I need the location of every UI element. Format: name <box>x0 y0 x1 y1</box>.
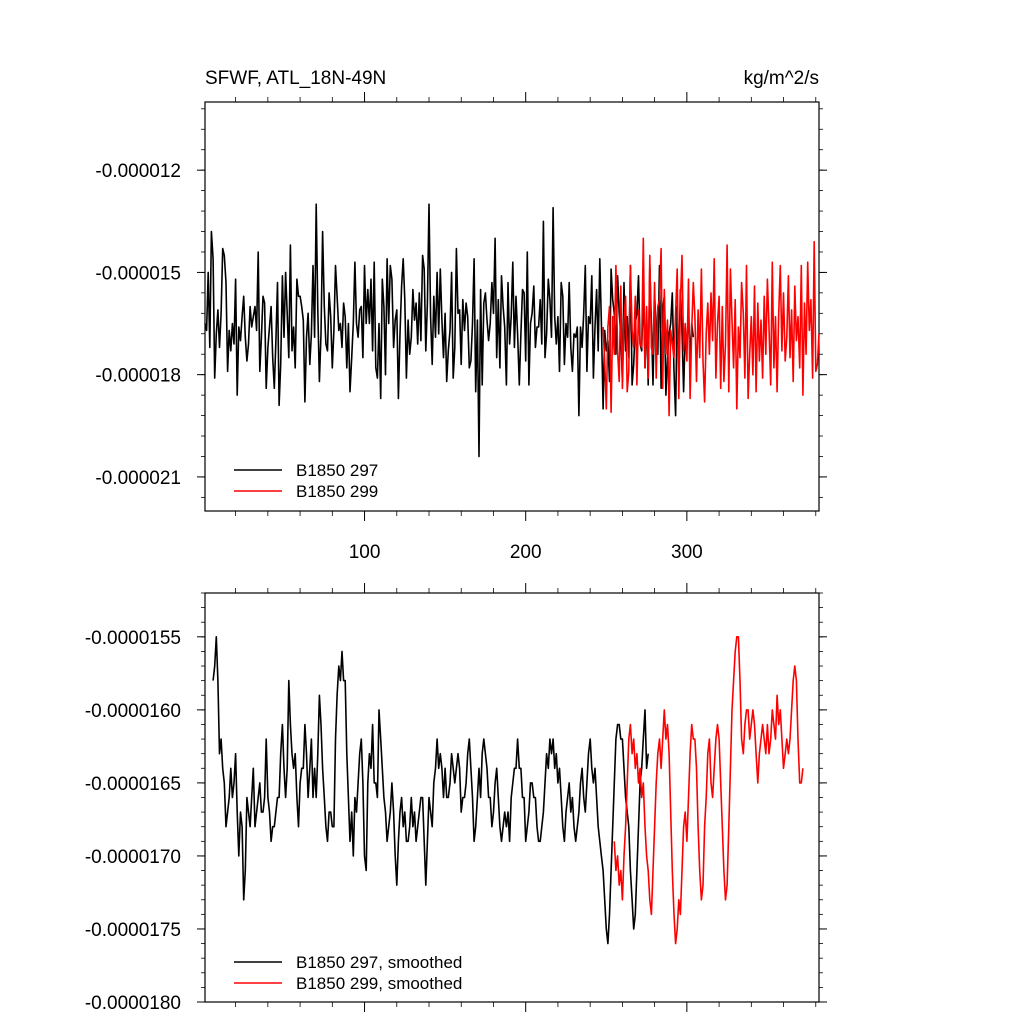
y-tick-label: -0.0000165 <box>85 774 181 795</box>
series-line-0 <box>204 203 695 458</box>
y-tick-label: -0.0000170 <box>85 847 181 868</box>
series-line-0 <box>212 635 649 945</box>
title-left: SFWF, ATL_18N-49N <box>205 68 386 89</box>
legend-label-0: B1850 297, smoothed <box>296 953 462 972</box>
y-tick-label: -0.0000160 <box>85 701 181 722</box>
bottom-panel: -0.0000155 -0.0000160 -0.0000165 -0.0000170… <box>85 583 827 1014</box>
legend-label-0: B1850 297 <box>296 461 378 480</box>
series-line-1 <box>613 635 804 945</box>
y-tick-label: -0.0000180 <box>85 993 181 1014</box>
x-tick-label: 300 <box>671 542 703 563</box>
y-tick-label: -0.0000175 <box>85 920 181 941</box>
y-tick-label: -0.0000155 <box>85 628 181 649</box>
legend-bottom: B1850 297, smoothed B1850 299, smoothed <box>234 953 462 993</box>
series-line-1 <box>602 237 820 417</box>
plot-frame-top <box>204 101 820 512</box>
axis-ticks-top: -0.000012 -0.000015 -0.000018 -0.000021 100 2… <box>95 92 827 563</box>
legend-top: B1850 297 B1850 299 <box>234 461 378 501</box>
series-lines-top <box>204 203 820 458</box>
y-tick-label: -0.000021 <box>95 468 181 489</box>
top-panel: SFWF, ATL_18N-49N kg/m^2/s -0.000012-0.0… <box>95 68 827 563</box>
title-right: kg/m^2/s <box>744 68 819 89</box>
y-tick-label: -0.000015 <box>95 263 181 284</box>
axis-ticks-bottom: -0.0000155 -0.0000160 -0.0000165 -0.0000170… <box>85 583 827 1014</box>
y-tick-label: -0.000012 <box>95 161 181 182</box>
series-lines-bottom <box>212 635 804 945</box>
y-tick-label: -0.000018 <box>95 366 181 387</box>
x-tick-label: 200 <box>510 542 542 563</box>
legend-label-1: B1850 299, smoothed <box>296 974 462 993</box>
x-tick-label: 100 <box>349 542 381 563</box>
legend-label-1: B1850 299 <box>296 482 378 501</box>
